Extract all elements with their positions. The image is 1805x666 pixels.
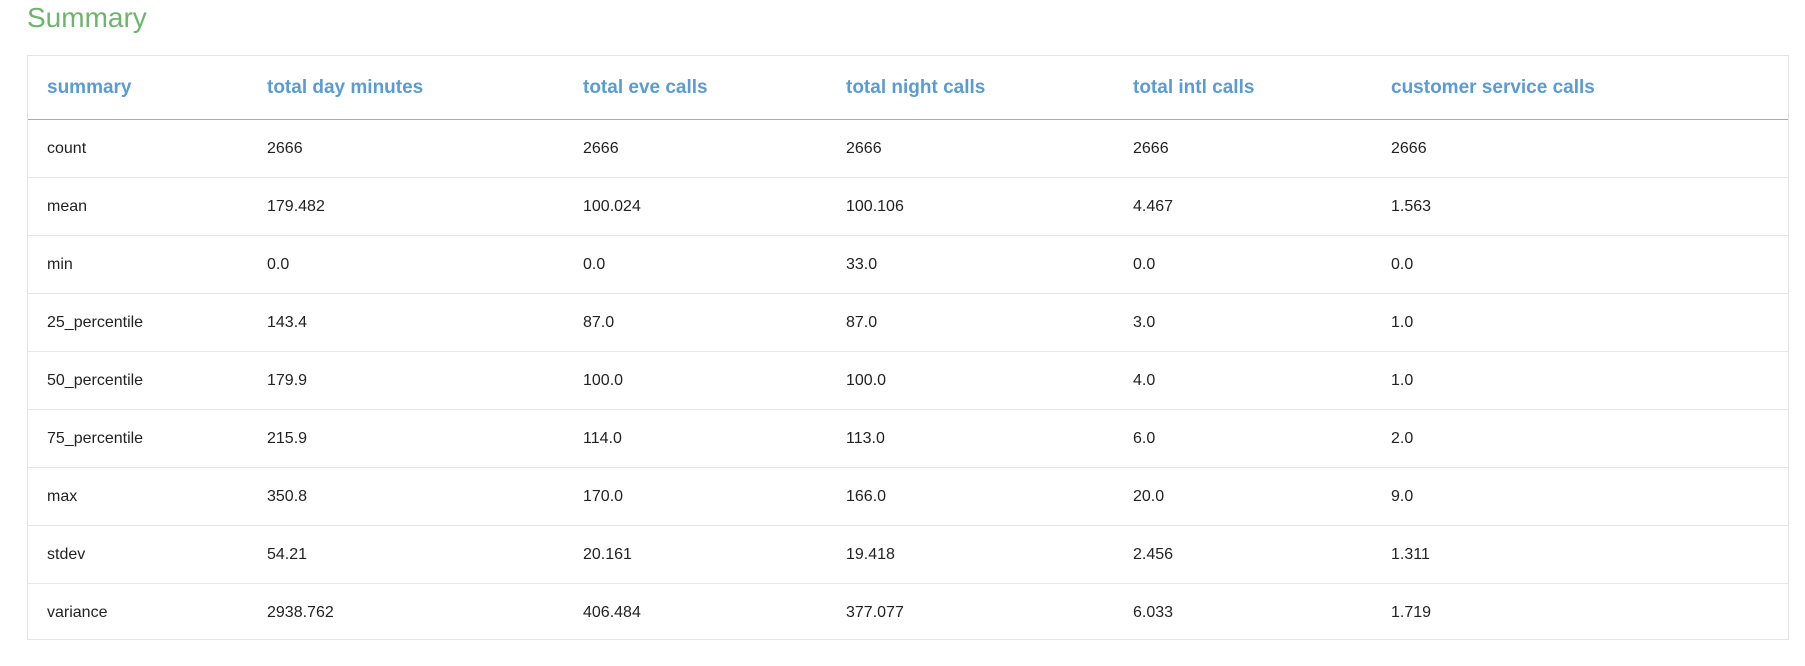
table-cell: 1.0 (1372, 351, 1788, 410)
table-cell: 100.0 (564, 351, 827, 410)
column-header-total-eve-calls[interactable]: total eve calls (564, 56, 827, 120)
table-cell: 54.21 (248, 525, 564, 584)
table-cell: 87.0 (564, 293, 827, 352)
table-body: count 2666 2666 2666 2666 2666 mean 179.482 100.… (28, 119, 1788, 642)
row-label-cell: stdev (28, 525, 248, 584)
table-cell: 114.0 (564, 409, 827, 468)
table-cell: 179.9 (248, 351, 564, 410)
table-row: count 2666 2666 2666 2666 2666 (28, 119, 1788, 178)
row-label-cell: mean (28, 177, 248, 236)
table-cell: 6.033 (1133, 603, 1174, 621)
page-title: Summary (27, 2, 147, 33)
table-cell: 215.9 (248, 409, 564, 468)
table-row: 75_percentile 215.9 114.0 113.0 6.0 2.0 (28, 409, 1788, 468)
table-cell: 100.106 (827, 177, 1114, 236)
table-cell: 2666 (1372, 119, 1788, 178)
table-cell: 350.8 (248, 467, 564, 526)
table-cell: 6.0 (1114, 409, 1372, 468)
row-label-cell: 75_percentile (28, 409, 248, 468)
table-row: min 0.0 0.0 33.0 0.0 0.0 (28, 235, 1788, 294)
row-label-cell: count (28, 119, 248, 178)
table-cell: 2666 (248, 119, 564, 178)
table-cell: 2938.762 (267, 603, 334, 621)
table-row: 50_percentile 179.9 100.0 100.0 4.0 1.0 (28, 351, 1788, 410)
table-cell: 1.311 (1372, 525, 1788, 584)
table-cell: 2.456 (1114, 525, 1372, 584)
table-cell: 2666 (564, 119, 827, 178)
column-header-total-day-minutes[interactable]: total day minutes (248, 56, 564, 120)
table-cell: 0.0 (1114, 235, 1372, 294)
table-cell: 2666 (1114, 119, 1372, 178)
table-cell: 2.0 (1372, 409, 1788, 468)
table-row: variance 2938.762 406.484 377.077 6.033 1.719 (28, 584, 1788, 642)
table-row: max 350.8 170.0 166.0 20.0 9.0 (28, 467, 1788, 526)
table-cell: 9.0 (1372, 467, 1788, 526)
table-header-row: summary total day minutes total eve call… (28, 56, 1788, 120)
table-cell: 0.0 (1372, 235, 1788, 294)
summary-table: summary total day minutes total eve call… (28, 56, 1788, 641)
table-cell: 1.0 (1372, 293, 1788, 352)
table-cell: 4.467 (1114, 177, 1372, 236)
table-cell: 377.077 (846, 603, 904, 621)
table-cell: 100.0 (827, 351, 1114, 410)
table-row: 25_percentile 143.4 87.0 87.0 3.0 1.0 (28, 293, 1788, 352)
table-cell: 3.0 (1114, 293, 1372, 352)
table-row: stdev 54.21 20.161 19.418 2.456 1.311 (28, 525, 1788, 584)
table-cell: 20.0 (1114, 467, 1372, 526)
table-cell: 87.0 (827, 293, 1114, 352)
table-cell: 20.161 (564, 525, 827, 584)
table-cell: 1.719 (1391, 603, 1432, 621)
table-cell: 406.484 (583, 603, 641, 621)
column-header-customer-service-calls[interactable]: customer service calls (1372, 56, 1788, 120)
row-label-cell: 50_percentile (28, 351, 248, 410)
row-label-cell: min (28, 235, 248, 294)
table-cell: 4.0 (1114, 351, 1372, 410)
table-cell: 33.0 (827, 235, 1114, 294)
table-cell: 19.418 (827, 525, 1114, 584)
summary-table-card: summary total day minutes total eve call… (27, 55, 1789, 640)
table-cell: 100.024 (564, 177, 827, 236)
row-label-cell: variance (47, 603, 108, 621)
table-cell: 113.0 (827, 409, 1114, 468)
column-header-total-intl-calls[interactable]: total intl calls (1114, 56, 1372, 120)
table-cell: 143.4 (248, 293, 564, 352)
table-cell: 170.0 (564, 467, 827, 526)
table-cell: 1.563 (1372, 177, 1788, 236)
column-header-summary[interactable]: summary (28, 56, 248, 120)
table-cell: 179.482 (248, 177, 564, 236)
row-label-cell: max (28, 467, 248, 526)
table-cell: 166.0 (827, 467, 1114, 526)
column-header-total-night-calls[interactable]: total night calls (827, 56, 1114, 120)
table-cell: 0.0 (248, 235, 564, 294)
row-label-cell: 25_percentile (28, 293, 248, 352)
table-cell: 2666 (827, 119, 1114, 178)
table-row: mean 179.482 100.024 100.106 4.467 1.563 (28, 177, 1788, 236)
table-cell: 0.0 (564, 235, 827, 294)
